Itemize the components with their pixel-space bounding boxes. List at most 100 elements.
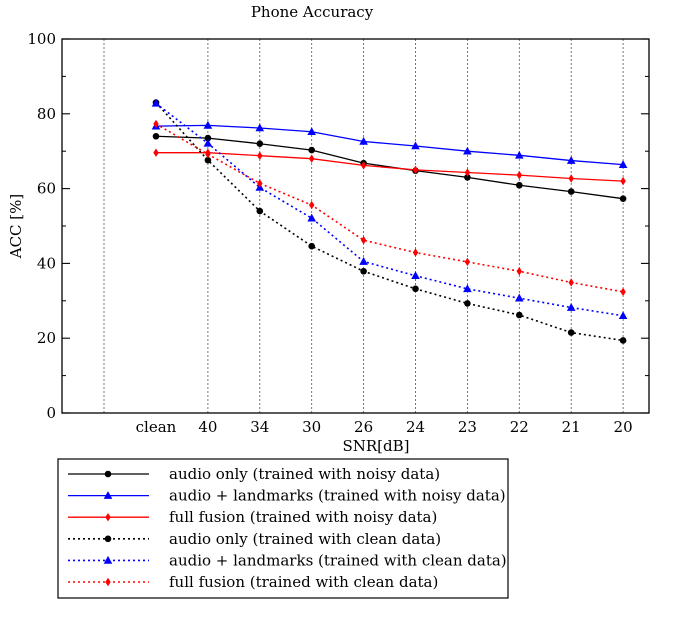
y-tick-label: 20: [37, 329, 56, 347]
data-point: [205, 149, 211, 159]
legend-marker: [104, 470, 112, 478]
legend: audio only (trained with noisy data) audi…: [57, 458, 509, 599]
data-point: [412, 248, 419, 257]
data-point: [566, 156, 576, 164]
legend-item: audio + landmarks (trained with noisy da…: [68, 487, 506, 505]
data-point: [360, 236, 367, 245]
data-point: [568, 174, 574, 183]
series-5: [151, 98, 628, 320]
data-point: [618, 311, 628, 320]
series-1: [152, 132, 627, 202]
x-tick-label: 23: [458, 418, 477, 436]
y-tick-label: 80: [37, 105, 56, 123]
data-point: [255, 123, 265, 132]
data-point: [203, 120, 213, 129]
legend-item: full fusion (trained with clean data): [68, 573, 438, 591]
data-point: [463, 146, 472, 155]
data-point: [204, 156, 212, 164]
data-point: [307, 127, 316, 136]
legend-marker: [103, 491, 113, 499]
data-point: [567, 188, 575, 195]
series-4: [152, 99, 627, 344]
y-tick-label: 60: [37, 180, 56, 198]
data-point: [568, 278, 574, 287]
data-point: [464, 300, 471, 307]
data-point: [464, 168, 471, 177]
x-tick-label: 22: [510, 418, 529, 436]
data-point: [464, 174, 471, 181]
data-point: [359, 257, 368, 265]
data-point: [620, 176, 626, 186]
legend-marker: [105, 513, 111, 522]
data-point: [515, 293, 524, 302]
chart-title: Phone Accuracy: [251, 3, 374, 21]
data-point: [360, 267, 367, 275]
data-point: [516, 181, 523, 189]
legend-label: audio only (trained with noisy data): [169, 465, 440, 483]
data-point: [515, 150, 524, 159]
y-axis: 0 20 40 60 80 100: [27, 30, 649, 422]
legend-marker: [105, 577, 111, 587]
data-point: [516, 267, 522, 276]
data-point: [411, 271, 420, 280]
series-line: [155, 135, 624, 200]
plot-frame: [61, 38, 650, 414]
legend-marker: [103, 555, 113, 564]
data-point: [412, 285, 419, 293]
data-point: [257, 151, 263, 160]
data-point: [411, 141, 420, 150]
y-tick-label: 0: [46, 404, 56, 422]
data-point: [256, 207, 264, 215]
legend-label: full fusion (trained with clean data): [169, 573, 438, 591]
x-tick-label: clean: [136, 418, 177, 436]
y-tick-label: 40: [37, 254, 56, 272]
x-tick-label: 20: [614, 418, 633, 436]
legend-label: audio only (trained with clean data): [169, 530, 441, 548]
data-point: [308, 146, 316, 154]
legend-marker: [104, 535, 112, 543]
series-line: [155, 124, 624, 166]
x-tick-label: 40: [198, 418, 217, 436]
data-point: [309, 200, 315, 210]
data-point: [618, 160, 628, 168]
data-point: [151, 98, 161, 107]
series-line: [156, 152, 624, 182]
data-point: [152, 132, 160, 140]
data-point: [257, 179, 263, 188]
y-tick-label: 100: [27, 30, 56, 48]
data-point: [516, 170, 522, 180]
x-tick-label: 30: [302, 418, 321, 436]
legend-item: audio only (trained with noisy data): [68, 465, 440, 483]
data-point: [619, 195, 627, 202]
data-point: [359, 136, 368, 145]
x-axis-label: SNR[dB]: [342, 437, 409, 455]
x-axis: clean 40 34 30 26 24 23 22 21 20: [136, 418, 633, 436]
data-point: [412, 165, 419, 175]
data-point: [256, 140, 264, 148]
x-tick-label: 34: [250, 418, 269, 436]
legend-label: audio + landmarks (trained with clean da…: [169, 551, 507, 569]
legend-item: full fusion (trained with noisy data): [68, 508, 437, 526]
series-line: [155, 123, 624, 293]
legend-item: audio + landmarks (trained with clean da…: [68, 551, 507, 569]
series-2: [151, 120, 628, 168]
data-point: [308, 242, 316, 250]
legend-label: audio + landmarks (trained with noisy da…: [169, 487, 506, 505]
series-6: [153, 119, 626, 297]
x-tick-label: 24: [406, 418, 425, 436]
series-layer: [151, 98, 628, 344]
data-point: [620, 287, 626, 297]
data-point: [153, 119, 159, 129]
legend-label: full fusion (trained with noisy data): [169, 508, 437, 526]
data-point: [153, 148, 159, 157]
data-point: [464, 257, 471, 267]
grid-lines: [103, 39, 624, 413]
data-point: [516, 311, 523, 319]
data-point: [307, 213, 316, 222]
data-point: [619, 337, 627, 344]
x-tick-label: 21: [562, 418, 581, 436]
legend-item: audio only (trained with clean data): [68, 530, 441, 548]
data-point: [309, 154, 315, 163]
data-point: [567, 329, 575, 336]
